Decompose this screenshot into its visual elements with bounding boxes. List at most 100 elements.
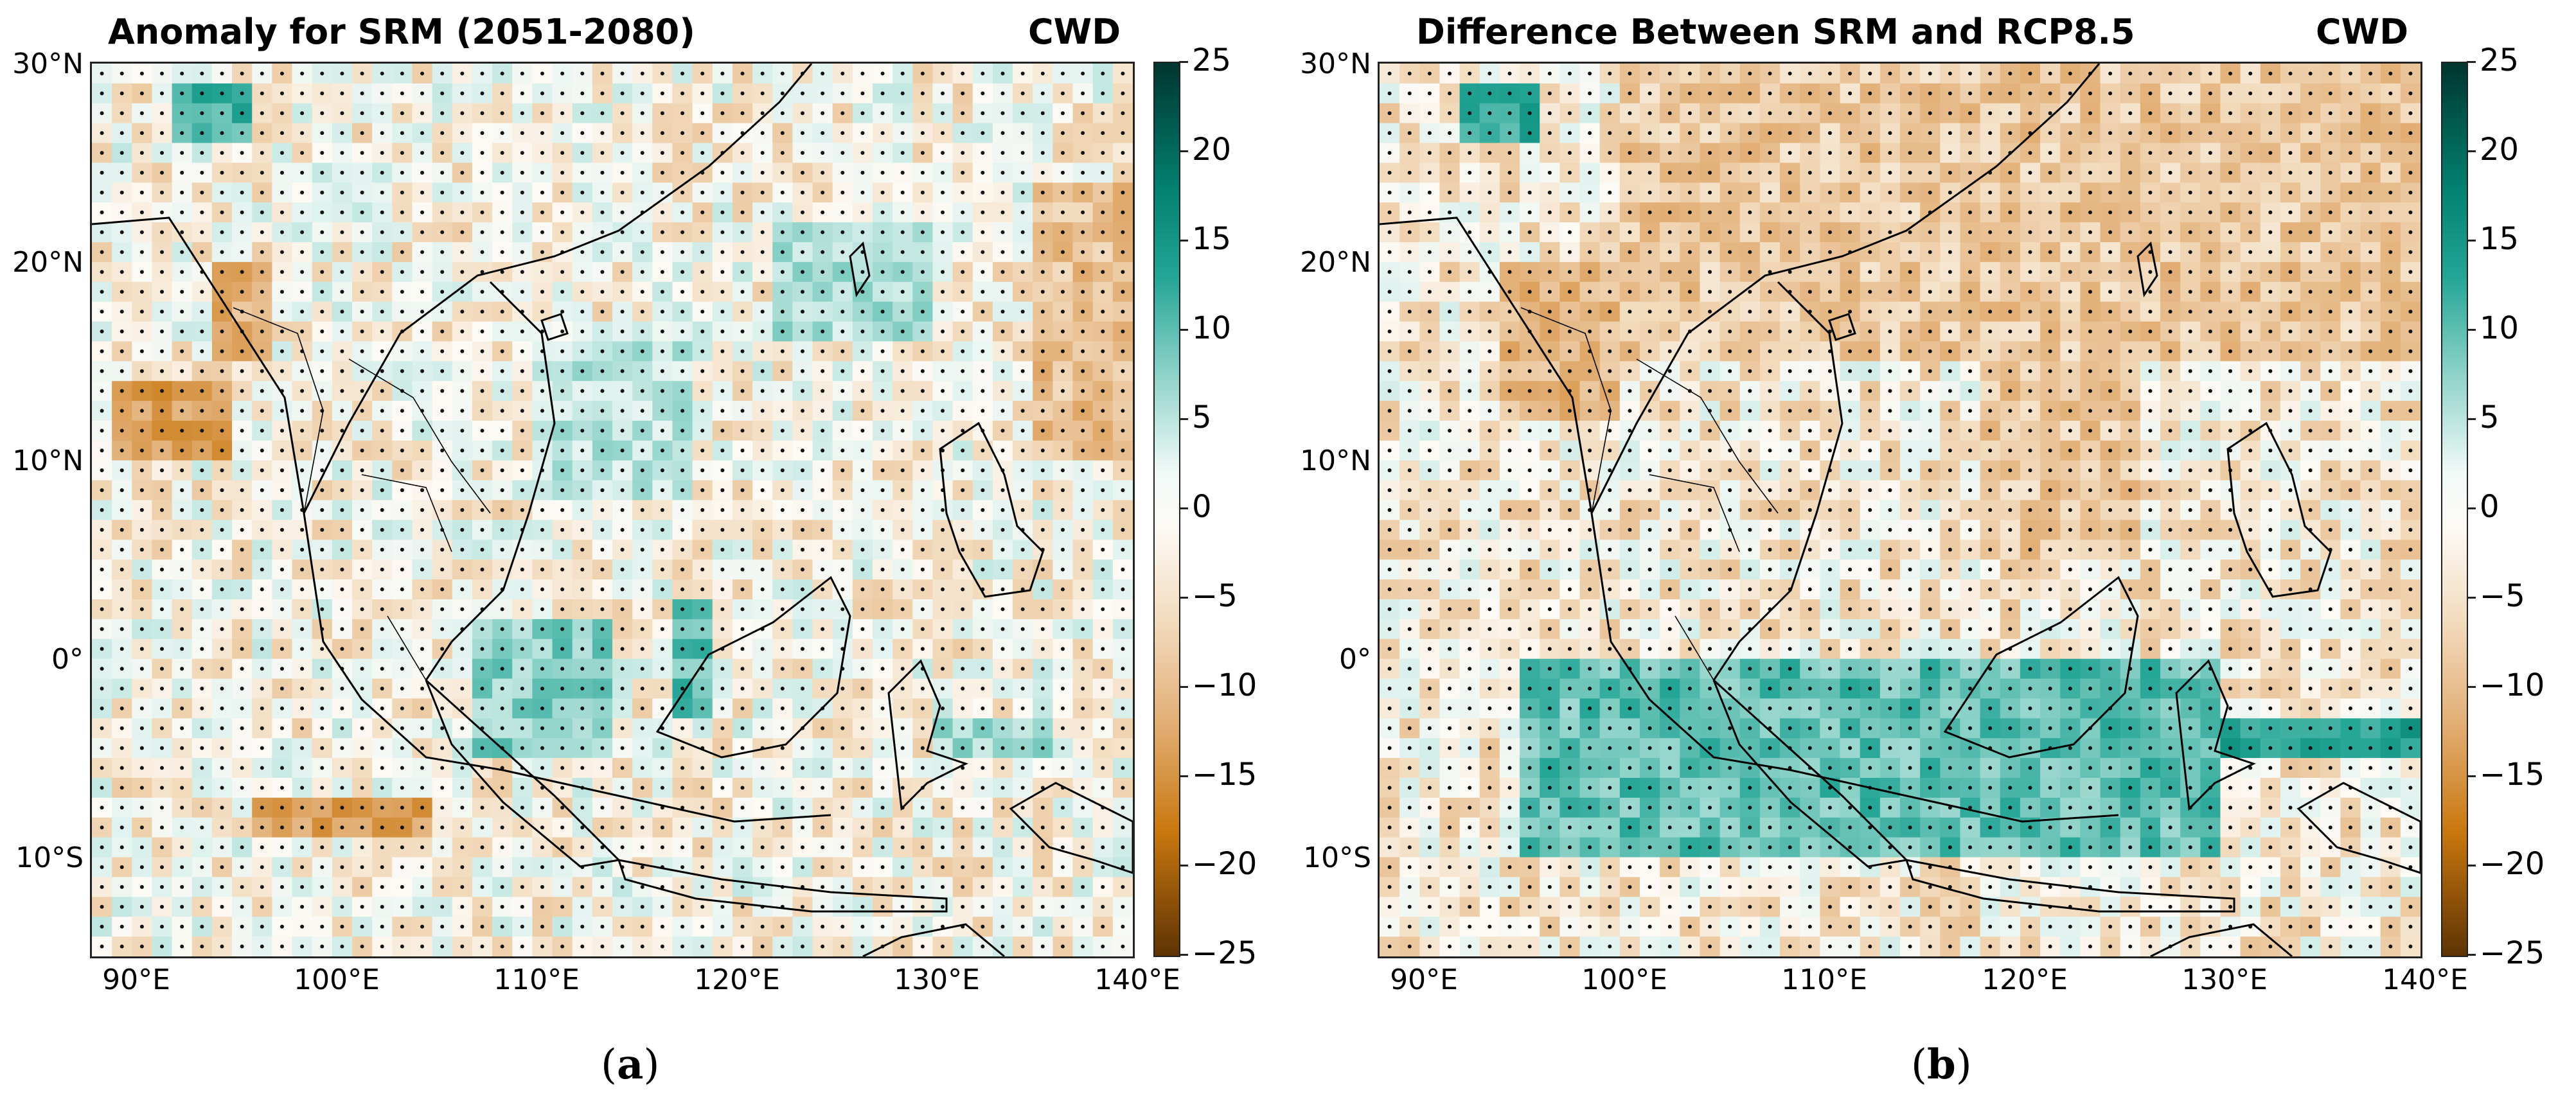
- significance-dot: [260, 91, 264, 96]
- significance-dot: [300, 71, 305, 76]
- significance-dot: [880, 170, 885, 175]
- significance-dot: [220, 210, 224, 215]
- significance-dot: [961, 190, 965, 195]
- significance-dot: [620, 210, 625, 215]
- significance-dot: [720, 131, 725, 136]
- significance-dot: [420, 91, 425, 96]
- significance-dot: [1000, 111, 1005, 116]
- significance-dot: [941, 170, 945, 175]
- significance-dot: [300, 210, 305, 215]
- coastline-sulawesi: [887, 659, 968, 811]
- significance-dot: [400, 91, 404, 96]
- significance-dot: [220, 230, 224, 234]
- significance-dot: [380, 230, 384, 234]
- colorbar-tick-mark: [1179, 418, 1188, 420]
- significance-dot: [460, 170, 465, 175]
- significance-dot: [280, 210, 284, 215]
- significance-dot: [120, 71, 124, 76]
- significance-dot: [100, 210, 104, 215]
- significance-dot: [460, 131, 465, 136]
- significance-dot: [700, 151, 705, 155]
- significance-dot: [320, 230, 324, 234]
- significance-dot: [740, 210, 745, 215]
- significance-dot: [139, 71, 144, 76]
- significance-dot: [840, 91, 845, 96]
- significance-dot: [1000, 131, 1005, 136]
- significance-dot: [900, 131, 905, 136]
- significance-dot: [180, 190, 184, 195]
- significance-dot: [320, 151, 324, 155]
- significance-dot: [1060, 170, 1065, 175]
- significance-dot: [880, 71, 885, 76]
- significance-dot: [900, 190, 905, 195]
- significance-dot: [420, 131, 425, 136]
- significance-dot: [821, 111, 825, 116]
- significance-dot: [100, 91, 104, 96]
- significance-dot: [941, 190, 945, 195]
- significance-dot: [420, 170, 425, 175]
- colorbar-tick-label: 10: [1192, 310, 1232, 346]
- significance-dot: [400, 230, 404, 234]
- significance-dot: [880, 151, 885, 155]
- significance-dot: [280, 230, 284, 234]
- significance-dot: [961, 210, 965, 215]
- significance-dot: [280, 190, 284, 195]
- significance-dot: [1000, 170, 1005, 175]
- significance-dot: [760, 190, 765, 195]
- lon-label-90e: 90°E: [102, 963, 170, 996]
- significance-dot: [600, 151, 605, 155]
- significance-dot: [680, 71, 685, 76]
- significance-dot: [460, 71, 465, 76]
- significance-dot: [920, 210, 925, 215]
- significance-dot: [740, 230, 745, 234]
- significance-dot: [600, 91, 605, 96]
- significance-dot: [420, 111, 425, 116]
- significance-dot: [1101, 131, 1105, 136]
- significance-dot: [780, 210, 785, 215]
- significance-dot: [380, 131, 384, 136]
- coastline-overlay: [92, 64, 1133, 956]
- significance-dot: [760, 91, 765, 96]
- significance-dot: [900, 151, 905, 155]
- significance-dot: [1020, 151, 1025, 155]
- significance-dot: [560, 131, 565, 136]
- significance-dot: [260, 230, 264, 234]
- significance-dot: [360, 111, 364, 116]
- significance-dot: [139, 210, 144, 215]
- significance-dot: [900, 111, 905, 116]
- significance-dot: [560, 230, 565, 234]
- colorbar-tick-mark: [1179, 865, 1188, 866]
- significance-dot: [160, 91, 164, 96]
- significance-dot: [380, 111, 384, 116]
- significance-dot: [780, 111, 785, 116]
- lon-label-140e: 140°E: [1094, 963, 1180, 996]
- colorbar-tick-label: −15: [1192, 757, 1257, 793]
- significance-dot: [160, 131, 164, 136]
- significance-dot: [700, 71, 705, 76]
- significance-dot: [560, 210, 565, 215]
- panel-a: Anomaly for SRM (2051-2080) CWD: [12, 12, 1257, 1089]
- significance-dot: [420, 190, 425, 195]
- significance-dot: [720, 111, 725, 116]
- significance-dot: [860, 91, 865, 96]
- significance-dot: [340, 151, 344, 155]
- significance-dot: [280, 170, 284, 175]
- significance-dot: [560, 91, 565, 96]
- significance-dot: [1060, 151, 1065, 155]
- colorbar-tick-label: 20: [1192, 132, 1232, 168]
- lat-label-10s: 10°S: [15, 841, 84, 874]
- significance-dot: [740, 111, 745, 116]
- significance-dot: [520, 230, 524, 234]
- significance-dot: [600, 170, 605, 175]
- significance-dot: [961, 151, 965, 155]
- significance-dot: [540, 210, 544, 215]
- significance-dot: [660, 131, 664, 136]
- significance-dot: [700, 230, 705, 234]
- significance-dot: [260, 111, 264, 116]
- significance-dot: [680, 210, 685, 215]
- significance-dot: [400, 111, 404, 116]
- significance-dot: [800, 170, 804, 175]
- significance-dot: [1121, 170, 1125, 175]
- significance-dot: [1040, 91, 1045, 96]
- significance-dot: [1101, 91, 1105, 96]
